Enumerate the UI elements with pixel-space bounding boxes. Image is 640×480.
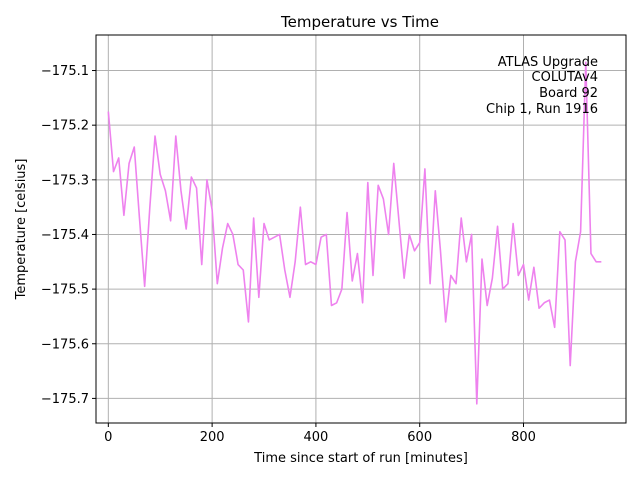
y-tick-label: −175.4 xyxy=(41,228,89,243)
y-tick-label: −175.6 xyxy=(41,337,89,352)
annotation-line-3: Board 92 xyxy=(539,86,598,101)
y-tick-label: −175.2 xyxy=(41,119,89,134)
annotation-line-4: Chip 1, Run 1916 xyxy=(486,102,598,117)
axis-ticks: 0 200 400 600 800 −175.7 −175.6 −175.5 −175.4 −17… xyxy=(41,64,536,445)
y-tick-label: −175.7 xyxy=(41,392,89,407)
plot-frame xyxy=(95,34,627,424)
y-tick-label: −175.1 xyxy=(41,64,89,79)
annotation-line-2: COLUTAv4 xyxy=(532,70,598,85)
grid-lines xyxy=(96,35,626,423)
x-tick-label: 200 xyxy=(200,430,225,445)
annotation-line-1: ATLAS Upgrade xyxy=(498,55,598,70)
series-layer xyxy=(107,61,602,405)
chart-annotation: ATLAS Upgrade COLUTAv4 Board 92 Chip 1, … xyxy=(486,55,598,117)
y-tick-label: −175.5 xyxy=(41,283,89,298)
chart-title: Temperature vs Time xyxy=(280,13,439,31)
x-axis-label: Time since start of run [minutes] xyxy=(253,451,468,466)
x-tick-label: 400 xyxy=(304,430,329,445)
x-tick-label: 800 xyxy=(511,430,536,445)
y-axis-label: Temperature [celsius] xyxy=(14,159,29,301)
series-line-temperature xyxy=(107,61,602,405)
x-tick-label: 600 xyxy=(407,430,432,445)
x-tick-label: 0 xyxy=(104,430,112,445)
y-tick-label: −175.3 xyxy=(41,173,89,188)
